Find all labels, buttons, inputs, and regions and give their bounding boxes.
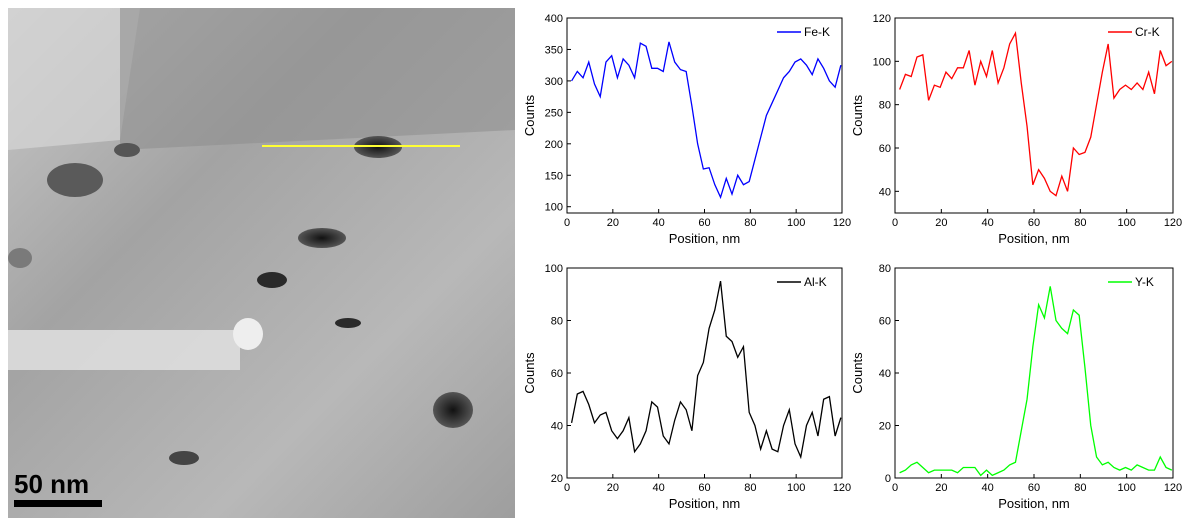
- plot-frame: [566, 267, 843, 479]
- legend-label: Fe-K: [804, 25, 830, 39]
- x-tick-label: 120: [833, 217, 851, 229]
- y-tick-label: 60: [879, 143, 891, 155]
- x-tick-label: 60: [1028, 217, 1040, 229]
- x-tick-label: 0: [892, 217, 898, 229]
- x-axis-label: Position, nm: [998, 231, 1070, 246]
- y-tick-label: 20: [551, 473, 563, 485]
- x-tick-label: 40: [982, 482, 994, 494]
- x-tick-label: 100: [787, 482, 805, 494]
- chart: 0 20 40 60 80 100 120 0 20 40 60 80 Position, nm Coun…: [850, 263, 1182, 511]
- x-tick-label: 120: [1164, 217, 1182, 229]
- particle: [47, 163, 103, 197]
- dark-region: [120, 8, 515, 150]
- y-tick-label: 150: [545, 170, 563, 182]
- x-tick-label: 80: [1074, 217, 1086, 229]
- x-tick-label: 0: [892, 482, 898, 494]
- y-tick-label: 80: [879, 263, 891, 275]
- y-tick-label: 250: [545, 107, 563, 119]
- x-axis-label: Position, nm: [998, 496, 1070, 511]
- legend-label: Y-K: [1135, 275, 1154, 289]
- x-tick-label: 40: [982, 217, 994, 229]
- micrograph: 50 nm: [8, 8, 515, 518]
- x-tick-label: 20: [607, 482, 619, 494]
- scale-bar: [14, 500, 102, 507]
- y-tick-label: 60: [879, 316, 891, 328]
- data-line: [570, 280, 842, 460]
- chart: 0 20 40 60 80 100 120 100 150 200 250 300 350 400 Posi…: [522, 13, 851, 246]
- y-axis-label: Counts: [522, 94, 537, 136]
- data-line: [899, 286, 1173, 477]
- plot-frame: [566, 17, 843, 214]
- x-axis-label: Position, nm: [669, 496, 741, 511]
- x-tick-label: 120: [1164, 482, 1182, 494]
- y-axis-label: Counts: [850, 94, 865, 136]
- x-tick-label: 120: [833, 482, 851, 494]
- y-tick-label: 200: [545, 139, 563, 151]
- y-tick-label: 300: [545, 76, 563, 88]
- chart: 0 20 40 60 80 100 120 40 60 80 100 120 Position, nm C…: [850, 13, 1182, 246]
- y-tick-label: 0: [885, 473, 891, 485]
- scale-bar-label: 50 nm: [14, 469, 89, 499]
- x-tick-label: 100: [1117, 217, 1135, 229]
- y-tick-label: 100: [873, 56, 891, 68]
- y-tick-label: 100: [545, 263, 563, 275]
- x-tick-label: 20: [935, 217, 947, 229]
- x-axis-label: Position, nm: [669, 231, 741, 246]
- particle: [433, 392, 473, 428]
- y-tick-label: 40: [879, 186, 891, 198]
- particle: [298, 228, 346, 248]
- bright-band: [8, 330, 240, 370]
- particle: [233, 318, 263, 350]
- x-tick-label: 80: [744, 217, 756, 229]
- y-tick-label: 20: [879, 421, 891, 433]
- x-tick-label: 40: [653, 217, 665, 229]
- x-tick-label: 60: [1028, 482, 1040, 494]
- y-tick-label: 40: [879, 368, 891, 380]
- x-tick-label: 80: [744, 482, 756, 494]
- x-tick-label: 40: [653, 482, 665, 494]
- y-tick-label: 60: [551, 368, 563, 380]
- legend-label: Al-K: [804, 275, 827, 289]
- x-tick-label: 0: [564, 482, 570, 494]
- data-line: [899, 31, 1173, 197]
- x-tick-label: 100: [1117, 482, 1135, 494]
- y-tick-label: 80: [879, 100, 891, 112]
- data-line: [571, 41, 842, 200]
- bright-region: [8, 8, 140, 150]
- x-tick-label: 60: [698, 482, 710, 494]
- y-tick-label: 350: [545, 44, 563, 56]
- y-tick-label: 400: [545, 13, 563, 25]
- legend-label: Cr-K: [1135, 25, 1160, 39]
- x-tick-label: 0: [564, 217, 570, 229]
- x-tick-label: 20: [935, 482, 947, 494]
- particle: [257, 272, 287, 288]
- x-tick-label: 80: [1074, 482, 1086, 494]
- particle: [169, 451, 199, 465]
- x-tick-label: 20: [607, 217, 619, 229]
- plot-frame: [894, 17, 1174, 214]
- y-tick-label: 80: [551, 316, 563, 328]
- y-tick-label: 100: [545, 202, 563, 214]
- y-tick-label: 40: [551, 421, 563, 433]
- plot-frame: [894, 267, 1174, 479]
- y-axis-label: Counts: [850, 352, 865, 394]
- particle: [335, 318, 361, 328]
- y-axis-label: Counts: [522, 352, 537, 394]
- x-tick-label: 60: [698, 217, 710, 229]
- x-tick-label: 100: [787, 217, 805, 229]
- y-tick-label: 120: [873, 13, 891, 25]
- particle: [114, 143, 140, 157]
- particle: [8, 248, 32, 268]
